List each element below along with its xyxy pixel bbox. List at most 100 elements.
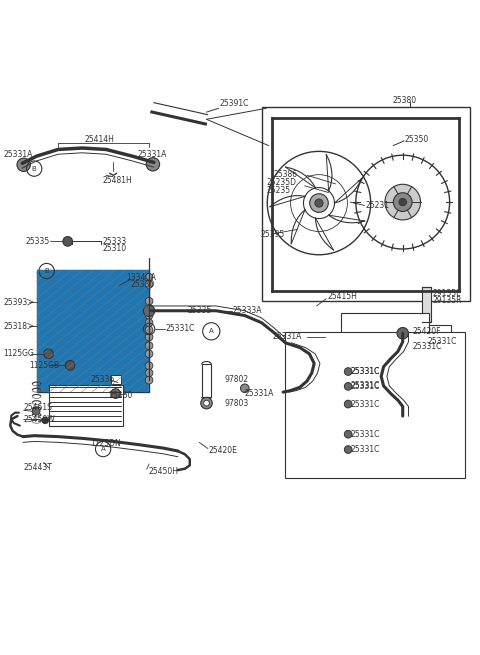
Circle shape [240, 384, 249, 392]
Text: 25443T: 25443T [24, 463, 52, 472]
Text: 25331C: 25331C [350, 430, 380, 439]
Text: 25380: 25380 [392, 96, 416, 105]
Circle shape [310, 194, 328, 212]
Bar [262, 107, 470, 301]
Text: 1334CA: 1334CA [126, 273, 156, 282]
Text: 25310: 25310 [103, 244, 127, 253]
Text: 25331C: 25331C [350, 445, 380, 454]
Circle shape [145, 369, 153, 377]
Text: 25331A: 25331A [138, 150, 167, 159]
Circle shape [344, 400, 352, 408]
Bar [111, 375, 121, 384]
Circle shape [313, 197, 325, 209]
Circle shape [63, 236, 72, 246]
Text: 25386: 25386 [274, 170, 298, 179]
Bar [48, 385, 123, 426]
Circle shape [344, 430, 352, 438]
Circle shape [145, 319, 153, 327]
Text: 25335: 25335 [187, 307, 212, 315]
Text: 25331C: 25331C [350, 382, 380, 391]
Text: 25420F: 25420F [412, 328, 441, 336]
Text: 25331C: 25331C [350, 367, 380, 376]
Text: 25450H: 25450H [148, 466, 178, 476]
Text: 25331A: 25331A [273, 332, 302, 341]
Text: 25450W: 25450W [24, 415, 55, 424]
Text: 25333A: 25333A [233, 307, 263, 315]
Text: 1125GG: 1125GG [3, 349, 34, 358]
Circle shape [407, 342, 414, 350]
Bar [36, 270, 149, 392]
Circle shape [32, 407, 40, 415]
Circle shape [145, 273, 153, 281]
Text: 29135R: 29135R [433, 296, 462, 305]
Circle shape [385, 184, 420, 220]
Text: 1125GB: 1125GB [29, 361, 60, 370]
Circle shape [144, 305, 155, 316]
Circle shape [145, 342, 153, 350]
Bar [36, 270, 149, 392]
Circle shape [145, 333, 153, 341]
Text: 97802: 97802 [225, 375, 249, 384]
Text: 25481H: 25481H [102, 176, 132, 185]
Text: 25331A: 25331A [245, 389, 274, 398]
Text: 25393: 25393 [3, 297, 27, 307]
Circle shape [145, 297, 153, 305]
Text: 1125DN: 1125DN [91, 439, 121, 448]
Circle shape [145, 312, 153, 320]
Text: 25461S: 25461S [24, 403, 52, 413]
Text: 25335: 25335 [26, 237, 50, 246]
Bar [340, 313, 429, 387]
Circle shape [344, 383, 352, 390]
Text: 25331C: 25331C [350, 381, 380, 390]
Circle shape [145, 362, 153, 369]
Text: 97803: 97803 [225, 399, 249, 407]
Circle shape [344, 367, 352, 375]
Text: 25460: 25460 [108, 391, 132, 400]
Text: 25231: 25231 [365, 202, 389, 210]
Bar [286, 332, 465, 478]
Circle shape [393, 193, 412, 212]
Circle shape [399, 198, 407, 206]
Text: 25333: 25333 [103, 237, 127, 246]
Text: 25331C: 25331C [350, 367, 380, 376]
Bar [422, 288, 432, 322]
Circle shape [344, 382, 352, 390]
Text: B: B [44, 268, 49, 274]
Text: 29135L: 29135L [433, 290, 461, 299]
Circle shape [111, 389, 120, 398]
Circle shape [145, 305, 153, 312]
Text: 25331C: 25331C [166, 324, 195, 333]
Text: 25414H: 25414H [84, 136, 114, 144]
Text: 25336: 25336 [90, 375, 114, 384]
Bar [202, 364, 211, 397]
Circle shape [204, 400, 209, 406]
Circle shape [344, 445, 352, 453]
Circle shape [145, 377, 153, 384]
Text: 25331C: 25331C [428, 337, 457, 346]
Circle shape [44, 349, 53, 358]
Circle shape [344, 367, 352, 375]
Circle shape [42, 417, 48, 424]
Text: 25331A: 25331A [3, 150, 33, 159]
Circle shape [65, 360, 75, 370]
Text: 25350: 25350 [404, 135, 429, 144]
Text: 25331C: 25331C [412, 342, 442, 350]
Circle shape [145, 280, 153, 288]
Text: 25331C: 25331C [350, 400, 380, 409]
Text: 25415H: 25415H [327, 292, 357, 301]
Text: 25318: 25318 [3, 322, 27, 331]
Text: 25235D: 25235D [266, 178, 296, 187]
Circle shape [315, 199, 323, 207]
Circle shape [145, 326, 153, 333]
Circle shape [145, 350, 153, 358]
Text: 25235: 25235 [266, 185, 290, 195]
Text: 25391C: 25391C [220, 99, 249, 108]
Bar [410, 325, 451, 339]
Circle shape [201, 398, 212, 409]
Text: 25395: 25395 [261, 230, 285, 238]
Text: 25330: 25330 [131, 280, 155, 290]
Text: A: A [101, 446, 106, 452]
Circle shape [146, 158, 159, 171]
Circle shape [397, 328, 408, 339]
Text: A: A [209, 328, 214, 334]
